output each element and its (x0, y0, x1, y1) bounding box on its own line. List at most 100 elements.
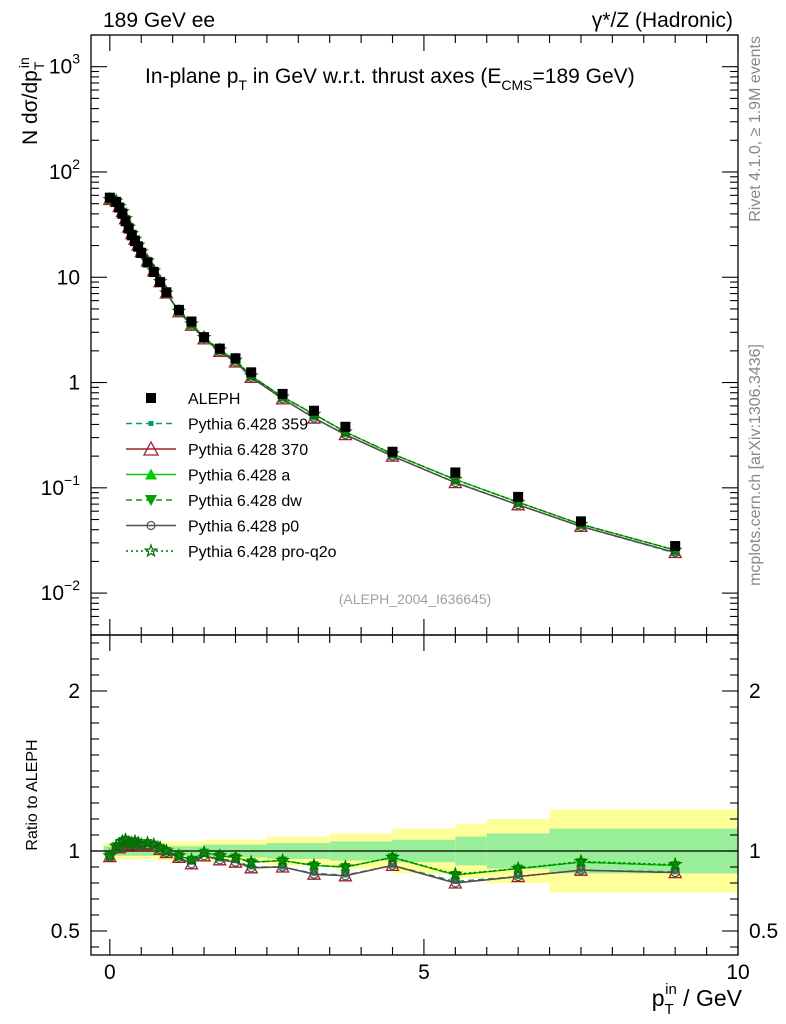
main-point-data (104, 192, 115, 203)
legend-marker-pa (145, 468, 157, 480)
ratio-y-tick-label-left: 0.5 (51, 920, 80, 943)
legend-entry-pp0: Pythia 6.428 p0 (126, 519, 299, 536)
ratio-plot-panel: 0.5 0.5 1 1 2 2 0 5 10 Ratio to ALEPH pTin / GeV (24, 634, 778, 1018)
legend-label-p359: Pythia 6.428 359 (188, 417, 308, 434)
legend-label-pa: Pythia 6.428 a (188, 468, 290, 485)
main-point-data (670, 541, 681, 552)
legend-entry-p370: Pythia 6.428 370 (126, 440, 308, 459)
ratio-plot-frame (90, 634, 739, 956)
ratio-point-pq2o (146, 836, 162, 851)
ratio-tick-labels: 0.5 0.5 1 1 2 2 0 5 10 (51, 680, 778, 984)
legend-marker-pq2o (143, 543, 159, 558)
x-axis-label: pTin / GeV (652, 981, 743, 1018)
ratio-y-tick-label-right: 1 (749, 840, 761, 863)
main-y-tick-label: 10−2 (41, 577, 81, 605)
main-y-tick-label: 103 (49, 51, 80, 79)
legend-label-pdw: Pythia 6.428 dw (188, 493, 302, 510)
legend: ALEPH Pythia 6.428 359 Pythia 6.428 370 Pyt… (126, 391, 337, 561)
ratio-point-pq2o (117, 832, 134, 847)
ratio-point-pq2o (133, 836, 149, 852)
legend-label-pq2o: Pythia 6.428 pro-q2o (188, 544, 337, 561)
ratio-point-pq2o (184, 851, 199, 867)
main-point-data (340, 421, 351, 432)
ratio-point-pq2o (667, 856, 683, 871)
main-point-data (199, 332, 210, 343)
main-point-data (136, 247, 147, 258)
main-point-pq2o (447, 471, 463, 486)
main-y-tick-label: 10 (57, 266, 80, 289)
main-point-data (120, 216, 131, 227)
x-tick-label: 0 (104, 961, 116, 984)
header-right-label: γ*/Z (Hadronic) (592, 9, 733, 32)
ratio-point-pdw (575, 858, 586, 868)
main-point-data (246, 367, 257, 378)
legend-label-p370: Pythia 6.428 370 (188, 442, 308, 459)
ratio-point-pdw (670, 861, 681, 871)
ratio-y-axis-label: Ratio to ALEPH (24, 739, 41, 850)
x-tick-label: 10 (726, 961, 749, 984)
ratio-point-pq2o (171, 848, 187, 863)
main-point-data (129, 236, 140, 247)
ratio-point-pq2o (243, 854, 259, 869)
analysis-watermark: (ALEPH_2004_I636645) (339, 591, 492, 607)
ratio-point-pp0 (161, 847, 171, 858)
ratio-y-tick-label-left: 1 (68, 840, 80, 863)
main-y-tick-label: 102 (49, 156, 80, 184)
ratio-point-pq2o (152, 839, 168, 855)
legend-marker-data (146, 393, 156, 403)
main-point-data (126, 230, 137, 241)
ratio-point-pq2o (228, 849, 243, 864)
main-axis-ticks (91, 34, 739, 636)
main-point-data (277, 388, 288, 399)
main-point-data (111, 196, 122, 207)
legend-marker-pdw (145, 495, 157, 506)
ratio-point-pp0 (450, 878, 460, 888)
main-point-data (186, 316, 197, 327)
main-point-data (161, 287, 172, 298)
ratio-point-pp0 (513, 871, 523, 882)
main-point-data (214, 343, 225, 354)
ratio-y-tick-label-right: 2 (749, 680, 761, 703)
main-point-data (230, 353, 241, 364)
ratio-point-p359 (311, 870, 317, 876)
legend-entry-pq2o: Pythia 6.428 pro-q2o (126, 543, 337, 561)
ratio-point-pq2o (212, 847, 228, 863)
ratio-point-pq2o (139, 835, 155, 850)
main-point-data (114, 202, 125, 213)
ratio-point-pq2o (196, 844, 212, 859)
main-point-data (148, 267, 159, 278)
ratio-series-pq2o (102, 832, 683, 881)
ratio-point-pq2o (510, 860, 526, 876)
ratio-y-tick-label-left: 2 (68, 680, 80, 703)
main-point-data (450, 467, 461, 478)
main-title: In-plane pT in GeV w.r.t. thrust axes (E… (145, 65, 635, 93)
ratio-point-p370 (385, 858, 400, 872)
ratio-point-p359 (342, 872, 348, 878)
x-tick-label: 5 (418, 961, 430, 984)
ratio-point-pp0 (309, 869, 319, 879)
legend-marker-p370 (142, 440, 160, 456)
ratio-point-pq2o (573, 853, 589, 868)
ratio-point-pp0 (576, 865, 586, 875)
ratio-point-pp0 (340, 871, 351, 881)
main-point-data (575, 516, 586, 527)
ratio-point-pq2o (102, 848, 118, 863)
main-point-data (133, 241, 144, 252)
ratio-point-pq2o (275, 852, 291, 867)
rivet-label: Rivet 4.1.0, ≥ 1.9M events (747, 36, 764, 222)
mcplots-label: mcplots.cern.ch [arXiv:1306.3436] (747, 344, 764, 586)
legend-label-data: ALEPH (188, 391, 240, 408)
legend-marker-pp0 (146, 520, 156, 531)
header-left-label: 189 GeV ee (103, 9, 215, 32)
ratio-point-pq2o (337, 859, 353, 874)
ratio-point-pq2o (447, 866, 463, 881)
ratio-point-p359 (672, 869, 678, 875)
legend-entry-pdw: Pythia 6.428 dw (126, 493, 302, 510)
main-point-data (123, 223, 134, 234)
ratio-point-pdw (450, 871, 461, 880)
main-point-data (117, 208, 128, 219)
main-point-data (513, 491, 524, 502)
